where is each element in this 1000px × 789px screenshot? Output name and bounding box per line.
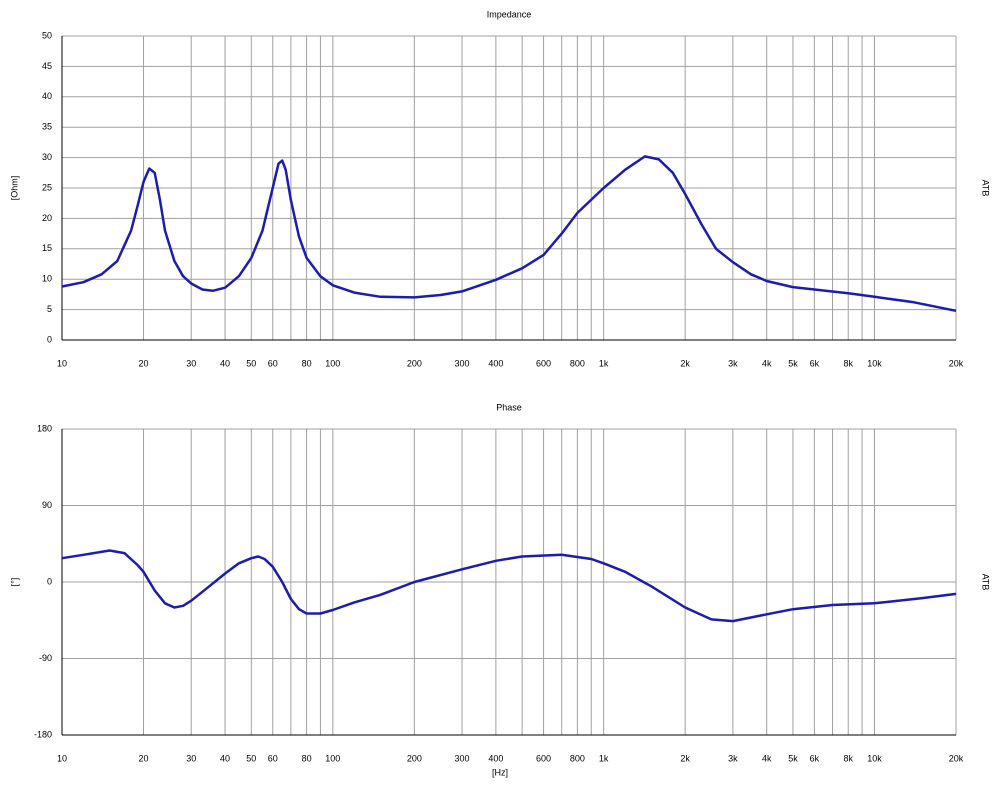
x-tick-label: 20 — [139, 358, 149, 368]
x-tick-label: 80 — [302, 753, 312, 763]
x-tick-label: 2k — [680, 358, 690, 368]
x-tick-label: 6k — [810, 358, 820, 368]
x-tick-label: 10 — [57, 358, 67, 368]
x-tick-label: 400 — [488, 358, 503, 368]
x-tick-label: 50 — [246, 753, 256, 763]
x-tick-label: 200 — [407, 358, 422, 368]
x-tick-label: 100 — [325, 753, 340, 763]
y-tick-label: -180 — [34, 729, 52, 739]
y-tick-label: 40 — [42, 91, 52, 101]
x-tick-label: 300 — [455, 358, 470, 368]
y-axis-label: [Ohm] — [9, 176, 19, 201]
x-tick-label: 400 — [488, 753, 503, 763]
x-tick-label: 10k — [867, 358, 882, 368]
y-tick-label: 10 — [42, 274, 52, 284]
impedance-curve — [61, 549, 957, 623]
y-tick-label: 0 — [47, 334, 52, 344]
x-tick-label: 20 — [139, 753, 149, 763]
x-tick-label: 3k — [728, 358, 738, 368]
x-tick-label: 8k — [843, 753, 853, 763]
x-tick-label: 10 — [57, 753, 67, 763]
x-tick-label: 800 — [570, 753, 585, 763]
y-tick-label: 90 — [42, 500, 52, 510]
x-axis-label: [Hz] — [492, 767, 508, 777]
y-tick-label: 30 — [42, 152, 52, 162]
x-tick-label: 100 — [325, 358, 340, 368]
y-tick-label: 20 — [42, 213, 52, 223]
y-tick-label: 45 — [42, 61, 52, 71]
x-tick-label: 200 — [407, 753, 422, 763]
y-tick-label: 25 — [42, 182, 52, 192]
x-tick-label: 20k — [949, 358, 964, 368]
x-tick-label: 80 — [302, 358, 312, 368]
x-tick-label: 6k — [810, 753, 820, 763]
x-tick-label: 40 — [220, 358, 230, 368]
y-tick-label: 50 — [42, 30, 52, 40]
x-tick-label: 600 — [536, 753, 551, 763]
y-tick-label: 180 — [37, 423, 52, 433]
x-tick-label: 5k — [788, 753, 798, 763]
x-tick-label: 800 — [570, 358, 585, 368]
x-tick-label: 10k — [867, 753, 882, 763]
x-tick-label: 1k — [599, 358, 609, 368]
x-tick-label: 300 — [455, 753, 470, 763]
x-tick-label: 1k — [599, 753, 609, 763]
impedance-curve — [61, 155, 957, 313]
x-tick-label: 600 — [536, 358, 551, 368]
y-tick-label: -90 — [39, 653, 52, 663]
y-tick-label: 5 — [47, 304, 52, 314]
x-tick-label: 3k — [728, 753, 738, 763]
y-axis-label: [°] — [9, 578, 19, 587]
x-tick-label: 60 — [268, 753, 278, 763]
x-tick-label: 50 — [246, 358, 256, 368]
x-tick-label: 60 — [268, 358, 278, 368]
y-tick-label: 0 — [47, 576, 52, 586]
right-label: ATB — [981, 574, 991, 591]
x-tick-label: 4k — [762, 753, 772, 763]
x-tick-label: 20k — [949, 753, 964, 763]
chart-title: Impedance — [487, 9, 532, 19]
y-tick-label: 15 — [42, 243, 52, 253]
y-tick-label: 35 — [42, 122, 52, 132]
x-tick-label: 5k — [788, 358, 798, 368]
x-tick-label: 40 — [220, 753, 230, 763]
x-tick-label: 2k — [680, 753, 690, 763]
x-tick-label: 30 — [186, 753, 196, 763]
right-label: ATB — [981, 180, 991, 197]
x-tick-label: 8k — [843, 358, 853, 368]
x-tick-label: 4k — [762, 358, 772, 368]
x-tick-label: 30 — [186, 358, 196, 368]
chart-title: Phase — [496, 402, 522, 412]
